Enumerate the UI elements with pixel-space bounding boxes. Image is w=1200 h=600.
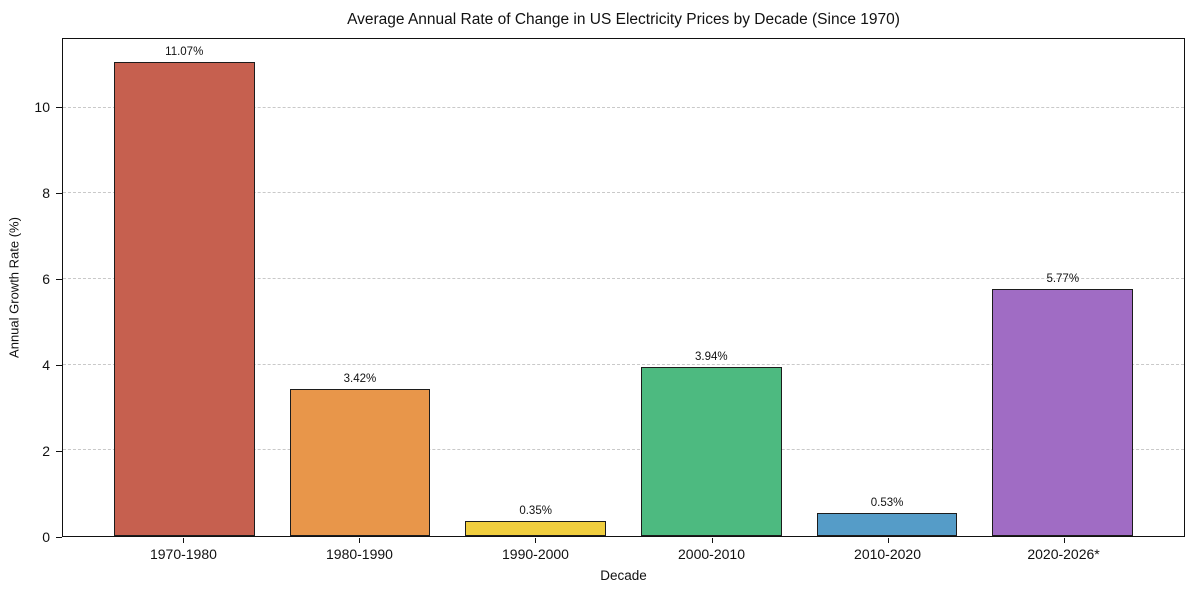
bar-2010-2020 [816,513,958,536]
y-tick-label-0: 0 [42,529,50,545]
bar-2000-2010 [641,367,782,536]
x-tick-mark-1990-2000 [535,538,537,543]
bar-value-label: 11.07% [165,45,204,58]
x-axis-label: Decade [600,568,647,583]
plot-area: 11.07% 3.42% 0.35% 3.94% 0.53% 5.77% [62,38,1185,537]
y-tick-label-10: 10 [34,98,50,115]
x-tick-label-2020-2026*: 2020-2026* [1027,546,1100,562]
y-tick-label-4: 4 [42,356,50,373]
bar-value-label: 0.35% [519,505,552,518]
x-tick-mark-2000-2010 [711,538,713,543]
bar-value-label: 0.53% [870,497,904,510]
x-tick-label-1990-2000: 1990-2000 [502,546,569,562]
y-tick-label-2: 2 [42,442,50,459]
x-tick-mark-2020-2026* [1063,538,1065,543]
bar-value-label: 3.94% [695,351,728,364]
y-tick-mark-4 [56,364,62,366]
y-tick-label-8: 8 [42,184,50,201]
gridline-y-4 [63,363,1184,365]
y-tick-mark-6 [56,278,62,280]
y-tick-mark-10 [56,106,62,108]
y-tick-mark-0 [56,537,62,538]
gridline-y-2 [63,449,1184,451]
x-tick-mark-1970-1980 [183,538,185,543]
y-tick-mark-8 [56,192,62,194]
gridline-y-8 [63,192,1184,194]
gridline-y-10 [63,106,1184,108]
bar-1970-1980 [113,61,255,536]
bar-1980-1990 [289,389,431,536]
bar-2020-2026* [992,288,1134,536]
gridline-y-6 [63,277,1184,279]
y-tick-label-6: 6 [42,270,50,287]
x-tick-label-2000-2010: 2000-2010 [678,546,745,562]
bar-value-label: 5.77% [1046,272,1080,285]
bar-value-label: 3.42% [343,373,377,386]
bar-1990-2000 [465,521,606,536]
x-tick-label-1970-1980: 1970-1980 [149,546,217,562]
x-tick-label-2010-2020: 2010-2020 [854,546,921,562]
x-tick-mark-1980-1990 [359,538,361,543]
chart-title: Average Annual Rate of Change in US Elec… [347,11,900,28]
x-tick-mark-2010-2020 [887,538,889,543]
y-tick-mark-2 [56,450,62,452]
x-tick-label-1980-1990: 1980-1990 [325,546,393,562]
